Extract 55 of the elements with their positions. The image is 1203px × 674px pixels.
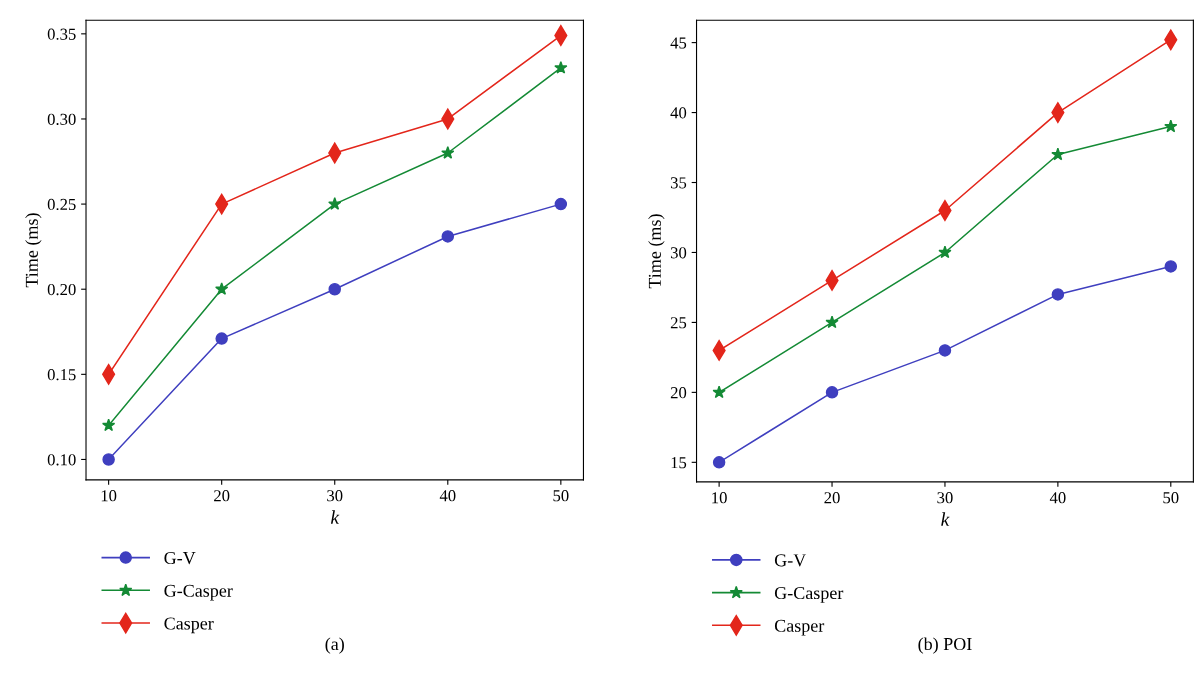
y-axis-title: Time (ms) (648, 214, 665, 289)
x-tick-label: 30 (327, 490, 343, 502)
y-tick-label: 0.10 (47, 454, 76, 466)
x-axis-title: k (941, 512, 950, 526)
legend-label: Casper (164, 617, 214, 634)
point (441, 146, 455, 159)
y-tick-label: 0.15 (47, 369, 76, 381)
x-tick-label: 40 (439, 490, 456, 502)
point (1051, 147, 1065, 161)
y-tick-label: 20 (670, 387, 687, 399)
y-tick-label: 35 (670, 177, 687, 189)
point (825, 386, 839, 399)
point (712, 456, 726, 469)
y-tick-label: 15 (671, 457, 687, 469)
legend-label: G-V (774, 554, 807, 567)
point (215, 282, 229, 295)
x-tick-label: 50 (1163, 492, 1179, 504)
x-tick-label: 10 (712, 492, 727, 504)
point (1051, 288, 1065, 301)
x-tick-label: 40 (1049, 492, 1066, 504)
y-axis-title: Time (ms) (25, 213, 42, 288)
point (712, 385, 726, 399)
legend-label: Casper (774, 619, 825, 636)
y-tick-label: 25 (670, 317, 687, 329)
x-tick-label: 30 (937, 492, 953, 504)
y-tick-label: 0.35 (47, 28, 76, 40)
point (1164, 119, 1178, 133)
point (825, 315, 839, 329)
legend-label: G-V (164, 551, 196, 565)
legend-label: G-Casper (164, 584, 233, 601)
y-tick-label: 45 (670, 37, 687, 49)
y-tick-label: 0.25 (47, 198, 76, 211)
point (938, 344, 952, 357)
x-tick-label: 20 (214, 490, 230, 502)
point (554, 197, 568, 211)
x-tick-label: 20 (824, 492, 840, 504)
text: (a) (325, 637, 344, 654)
x-tick-label: 50 (553, 490, 569, 502)
point (441, 230, 455, 243)
point (938, 245, 952, 259)
point (328, 197, 342, 210)
point (215, 332, 228, 345)
point (102, 453, 115, 466)
x-tick-label: 10 (101, 490, 117, 502)
text: (b) POI (918, 637, 972, 654)
x-axis-title: k (330, 510, 340, 524)
legend-label: G-Casper (774, 586, 844, 603)
y-tick-label: 30 (670, 247, 687, 259)
point (328, 282, 341, 296)
y-tick-label: 0.20 (47, 283, 76, 296)
point (1164, 260, 1178, 273)
y-tick-label: 40 (670, 107, 687, 119)
point (101, 418, 116, 432)
point (554, 60, 568, 74)
y-tick-label: 0.30 (47, 113, 76, 125)
